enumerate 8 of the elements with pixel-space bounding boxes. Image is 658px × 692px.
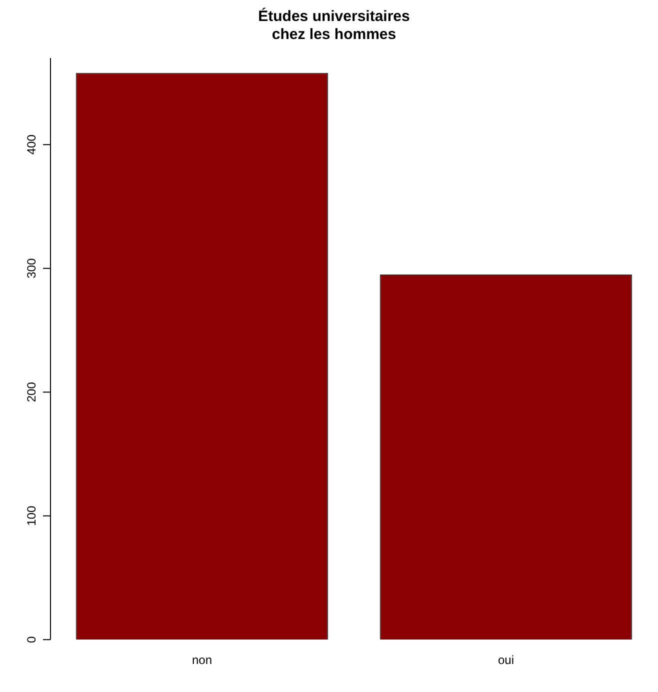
y-tick-label: 0 bbox=[24, 636, 38, 643]
chart-title: Études universitaires chez les hommes bbox=[258, 7, 410, 44]
y-tick-label: 300 bbox=[24, 258, 38, 278]
y-tick-label: 100 bbox=[24, 506, 38, 526]
y-tick-label: 200 bbox=[24, 382, 38, 402]
x-tick-label: non bbox=[192, 653, 212, 668]
x-tick-label: oui bbox=[498, 653, 514, 668]
y-tick-label: 400 bbox=[24, 134, 38, 155]
